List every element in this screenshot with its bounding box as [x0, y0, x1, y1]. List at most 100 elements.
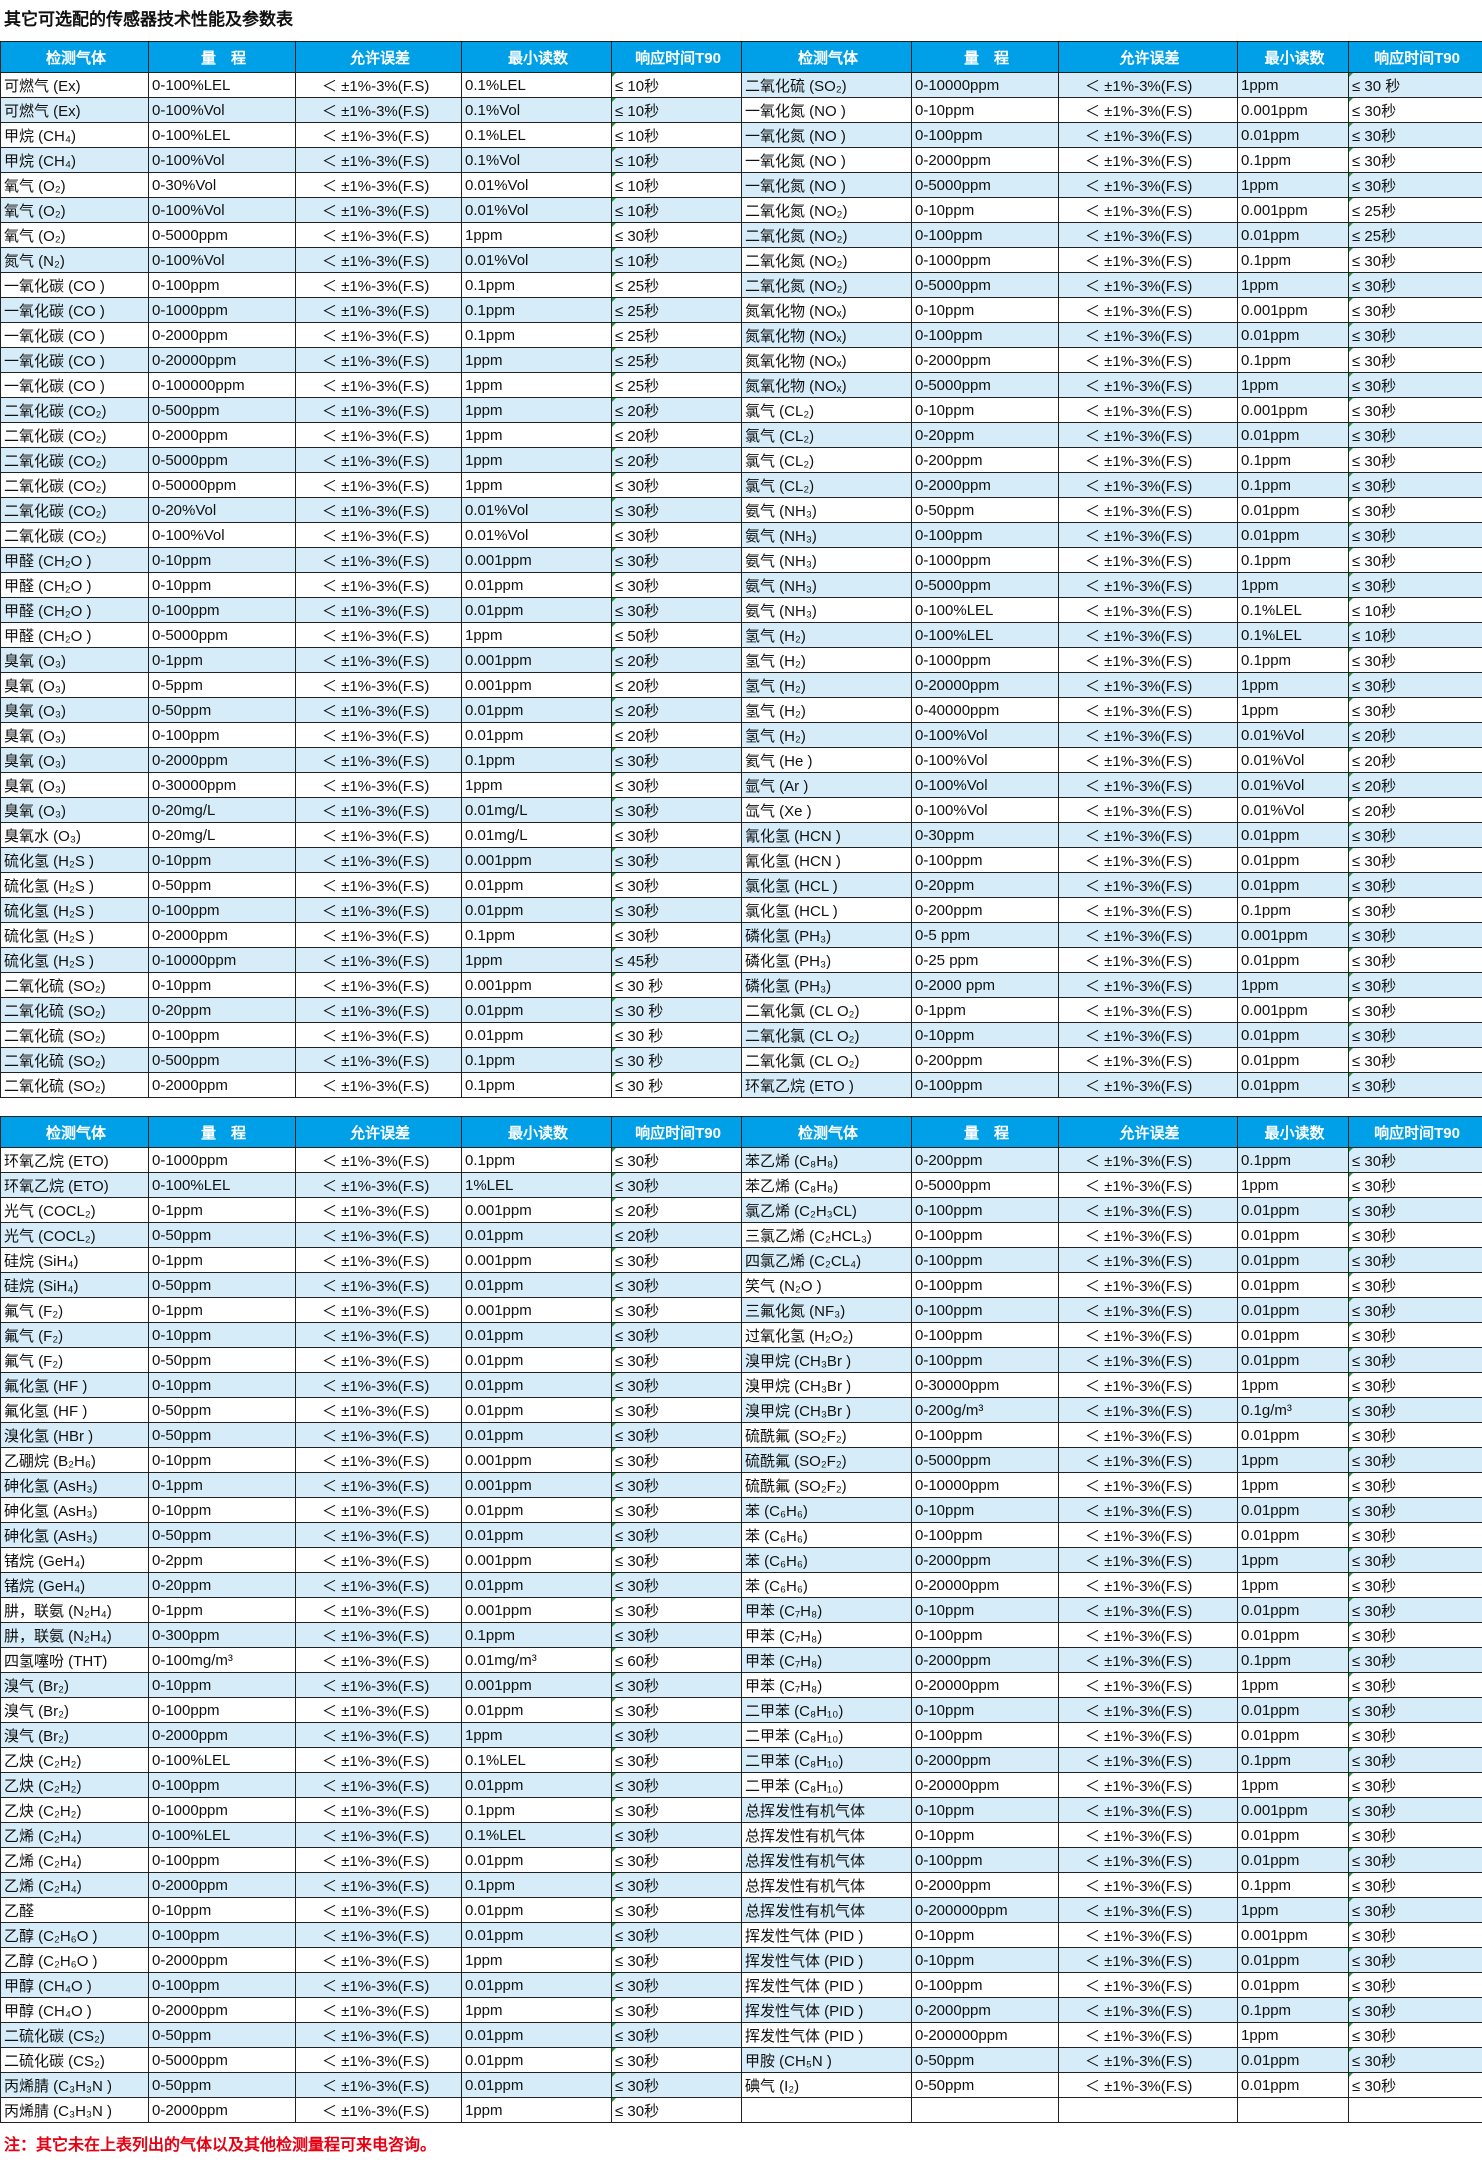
cell-range: 0-10ppm	[911, 397, 1059, 423]
cell-gas: 氧气 (O₂)	[0, 222, 149, 248]
cell-response-time: ≤ 25秒	[611, 322, 742, 348]
cell-min-reading: 0.01ppm	[461, 2072, 612, 2098]
table-row: 二氧化碳 (CO₂) 0-50000ppm ＜ ±1%-3%(F.S) 1ppm ≤ 3…	[0, 472, 1482, 498]
cell-error: ＜ ±1%-3%(F.S)	[295, 1522, 462, 1548]
cell-response-time: ≤ 20秒	[611, 1197, 742, 1223]
cell-min-reading: 0.1ppm	[1237, 147, 1349, 173]
cell-response-time: ≤ 30秒	[611, 822, 742, 848]
cell-range: 0-2000ppm	[148, 1997, 296, 2023]
cell-response-time: ≤ 25秒	[611, 272, 742, 298]
table-row: 一氧化碳 (CO ) 0-20000ppm ＜ ±1%-3%(F.S) 1ppm ≤ 2…	[0, 347, 1482, 373]
table-row: 乙炔 (C₂H₂) 0-100%LEL ＜ ±1%-3%(F.S) 0.1%LEL ≤ …	[0, 1747, 1482, 1773]
table-row: 氮气 (N₂) 0-100%Vol ＜ ±1%-3%(F.S) 0.01%Vol ≤ 1…	[0, 247, 1482, 273]
cell-response-time: ≤ 30秒	[611, 1547, 742, 1573]
table-row: 甲醛 (CH₂O ) 0-100ppm ＜ ±1%-3%(F.S) 0.01ppm ≤ …	[0, 597, 1482, 623]
cell-error: ＜ ±1%-3%(F.S)	[1058, 1747, 1238, 1773]
cell-min-reading: 0.01ppm	[1237, 1847, 1349, 1873]
cell-response-time: ≤ 30秒	[1348, 322, 1482, 348]
cell-response-time: ≤ 60秒	[611, 1647, 742, 1673]
cell-range: 0-5000ppm	[148, 222, 296, 248]
cell-min-reading: 0.01ppm	[1237, 1047, 1349, 1073]
cell-error: ＜ ±1%-3%(F.S)	[295, 1672, 462, 1698]
cell-error: ＜ ±1%-3%(F.S)	[295, 1597, 462, 1623]
cell-gas: 氰化氢 (HCN )	[741, 847, 912, 873]
cell-gas: 二氧化碳 (CO₂)	[0, 397, 149, 423]
table-row: 环氧乙烷 (ETO) 0-100%LEL ＜ ±1%-3%(F.S) 1%LEL ≤ 3…	[0, 1172, 1482, 1198]
cell-empty	[911, 2097, 1059, 2123]
cell-error: ＜ ±1%-3%(F.S)	[1058, 397, 1238, 423]
cell-response-time: ≤ 30秒	[1348, 97, 1482, 123]
cell-response-time: ≤ 30秒	[611, 522, 742, 548]
cell-empty	[1237, 2097, 1349, 2123]
cell-min-reading: 1ppm	[461, 772, 612, 798]
cell-gas: 二氧化碳 (CO₂)	[0, 472, 149, 498]
cell-range: 0-2000ppm	[148, 322, 296, 348]
table-gap	[0, 1098, 1482, 1116]
cell-response-time: ≤ 30秒	[1348, 822, 1482, 848]
cell-min-reading: 1ppm	[461, 372, 612, 398]
cell-response-time: ≤ 30秒	[1348, 1972, 1482, 1998]
cell-min-reading: 0.001ppm	[461, 1672, 612, 1698]
cell-range: 0-40000ppm	[911, 697, 1059, 723]
cell-response-time: ≤ 30秒	[1348, 1872, 1482, 1898]
cell-gas: 氮氧化物 (NOₓ)	[741, 297, 912, 323]
cell-error: ＜ ±1%-3%(F.S)	[1058, 972, 1238, 998]
cell-response-time: ≤ 30秒	[1348, 2047, 1482, 2073]
table-row: 臭氧 (O₃) 0-20mg/L ＜ ±1%-3%(F.S) 0.01mg/L ≤ 30…	[0, 797, 1482, 823]
cell-response-time: ≤ 30秒	[1348, 2072, 1482, 2098]
cell-error: ＜ ±1%-3%(F.S)	[295, 847, 462, 873]
cell-range: 0-5000ppm	[911, 1172, 1059, 1198]
cell-gas: 四氢噻吩 (THT)	[0, 1647, 149, 1673]
cell-range: 0-10ppm	[148, 547, 296, 573]
cell-range: 0-2ppm	[148, 1547, 296, 1573]
cell-gas: 砷化氢 (AsH₃)	[0, 1472, 149, 1498]
cell-range: 0-5000ppm	[148, 622, 296, 648]
cell-gas: 氮气 (N₂)	[0, 247, 149, 273]
cell-range: 0-50ppm	[148, 872, 296, 898]
cell-error: ＜ ±1%-3%(F.S)	[1058, 672, 1238, 698]
cell-gas: 磷化氢 (PH₃)	[741, 922, 912, 948]
cell-error: ＜ ±1%-3%(F.S)	[295, 747, 462, 773]
cell-min-reading: 0.01ppm	[461, 722, 612, 748]
cell-min-reading: 0.001ppm	[1237, 997, 1349, 1023]
cell-gas: 二氧化氮 (NO₂)	[741, 222, 912, 248]
cell-response-time: ≤ 30秒	[1348, 1497, 1482, 1523]
cell-error: ＜ ±1%-3%(F.S)	[295, 1447, 462, 1473]
cell-error: ＜ ±1%-3%(F.S)	[1058, 472, 1238, 498]
cell-range: 0-5 ppm	[911, 922, 1059, 948]
header-error: 允许误差	[295, 41, 462, 73]
cell-range: 0-100ppm	[148, 1922, 296, 1948]
cell-range: 0-10000ppm	[911, 1472, 1059, 1498]
cell-error: ＜ ±1%-3%(F.S)	[295, 1647, 462, 1673]
cell-range: 0-100ppm	[148, 597, 296, 623]
table-row: 甲醛 (CH₂O ) 0-10ppm ＜ ±1%-3%(F.S) 0.001ppm ≤ …	[0, 547, 1482, 573]
cell-error: ＜ ±1%-3%(F.S)	[1058, 1597, 1238, 1623]
cell-error: ＜ ±1%-3%(F.S)	[295, 172, 462, 198]
cell-error: ＜ ±1%-3%(F.S)	[1058, 1622, 1238, 1648]
cell-min-reading: 1ppm	[461, 1997, 612, 2023]
cell-range: 0-100ppm	[148, 722, 296, 748]
cell-error: ＜ ±1%-3%(F.S)	[295, 597, 462, 623]
cell-response-time: ≤ 30秒	[1348, 1547, 1482, 1573]
header-range: 量 程	[148, 41, 296, 73]
cell-gas: 苯乙烯 (C₈H₈)	[741, 1172, 912, 1198]
cell-range: 0-100ppm	[911, 847, 1059, 873]
cell-error: ＜ ±1%-3%(F.S)	[1058, 97, 1238, 123]
table-row: 溴气 (Br₂) 0-2000ppm ＜ ±1%-3%(F.S) 1ppm ≤ 30秒二…	[0, 1722, 1482, 1748]
table-row: 乙烯 (C₂H₄) 0-100%LEL ＜ ±1%-3%(F.S) 0.1%LEL ≤ …	[0, 1822, 1482, 1848]
cell-gas: 乙醛	[0, 1897, 149, 1923]
cell-gas: 二甲苯 (C₈H₁₀)	[741, 1697, 912, 1723]
cell-min-reading: 0.1%LEL	[1237, 622, 1349, 648]
cell-error: ＜ ±1%-3%(F.S)	[295, 447, 462, 473]
cell-error: ＜ ±1%-3%(F.S)	[295, 1197, 462, 1223]
cell-min-reading: 0.001ppm	[1237, 922, 1349, 948]
cell-error: ＜ ±1%-3%(F.S)	[1058, 1172, 1238, 1198]
table-row: 甲烷 (CH₄) 0-100%LEL ＜ ±1%-3%(F.S) 0.1%LEL ≤ 1…	[0, 122, 1482, 148]
cell-range: 0-100ppm	[148, 1772, 296, 1798]
cell-error: ＜ ±1%-3%(F.S)	[1058, 1997, 1238, 2023]
cell-response-time: ≤ 30秒	[611, 1947, 742, 1973]
cell-error: ＜ ±1%-3%(F.S)	[295, 1322, 462, 1348]
cell-gas: 氯化氢 (HCL )	[741, 897, 912, 923]
cell-min-reading: 0.01ppm	[1237, 1722, 1349, 1748]
cell-error: ＜ ±1%-3%(F.S)	[295, 1772, 462, 1798]
